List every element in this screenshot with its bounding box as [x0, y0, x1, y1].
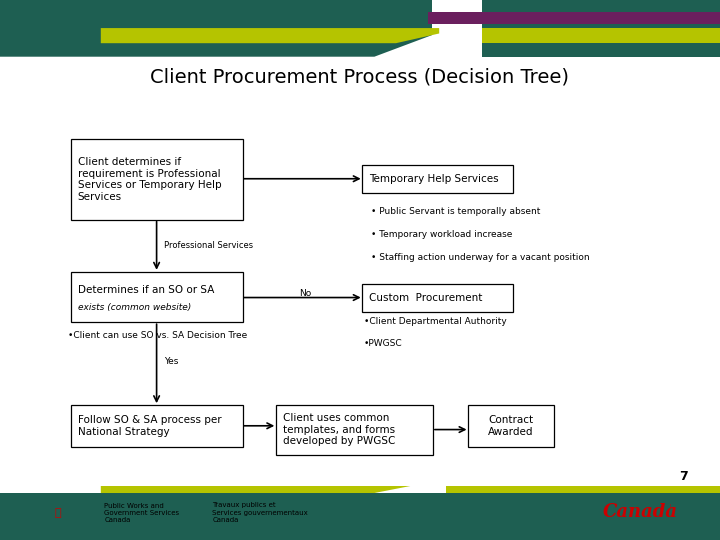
Text: ᴵ: ᴵ	[670, 504, 671, 511]
FancyBboxPatch shape	[71, 272, 243, 322]
Text: Professional Services: Professional Services	[164, 241, 253, 250]
Text: Temporary Help Services: Temporary Help Services	[369, 174, 499, 184]
Polygon shape	[482, 0, 720, 57]
Text: Client Procurement Process (Decision Tree): Client Procurement Process (Decision Tre…	[150, 67, 570, 86]
Text: • Temporary workload increase: • Temporary workload increase	[371, 230, 512, 239]
Polygon shape	[101, 486, 410, 493]
Text: •Client Departmental Authority: •Client Departmental Authority	[364, 317, 506, 326]
Text: exists (common website): exists (common website)	[78, 303, 191, 312]
Text: Travaux publics et
Services gouvernementaux
Canada: Travaux publics et Services gouvernement…	[212, 503, 308, 523]
Polygon shape	[0, 0, 432, 57]
Text: •Client can use SO vs. SA Decision Tree: •Client can use SO vs. SA Decision Tree	[68, 332, 248, 340]
Text: Client uses common
templates, and forms
developed by PWGSC: Client uses common templates, and forms …	[283, 413, 395, 447]
Text: • Public Servant is temporally absent: • Public Servant is temporally absent	[371, 207, 540, 216]
Text: Determines if an SO or SA: Determines if an SO or SA	[78, 285, 214, 295]
Text: Follow SO & SA process per
National Strategy: Follow SO & SA process per National Stra…	[78, 415, 221, 436]
FancyBboxPatch shape	[362, 284, 513, 312]
FancyBboxPatch shape	[362, 165, 513, 193]
Polygon shape	[101, 28, 439, 43]
FancyBboxPatch shape	[468, 405, 554, 447]
Text: Public Works and
Government Services
Canada: Public Works and Government Services Can…	[104, 503, 179, 523]
Text: • Staffing action underway for a vacant position: • Staffing action underway for a vacant …	[371, 253, 590, 261]
Text: Client determines if
requirement is Professional
Services or Temporary Help
Serv: Client determines if requirement is Prof…	[78, 157, 221, 202]
Polygon shape	[482, 28, 720, 43]
Polygon shape	[428, 12, 720, 24]
FancyBboxPatch shape	[71, 139, 243, 220]
FancyBboxPatch shape	[276, 405, 433, 455]
Text: 7: 7	[679, 470, 688, 483]
Polygon shape	[0, 493, 720, 540]
Text: No: No	[299, 289, 311, 298]
Polygon shape	[446, 486, 720, 493]
Text: •PWGSC: •PWGSC	[364, 340, 402, 348]
Text: Contract
Awarded: Contract Awarded	[488, 415, 534, 436]
Text: Custom  Procurement: Custom Procurement	[369, 293, 482, 302]
Text: 🍁: 🍁	[54, 508, 61, 518]
Text: Canada: Canada	[603, 503, 678, 521]
FancyBboxPatch shape	[71, 405, 243, 447]
Text: Yes: Yes	[164, 357, 179, 366]
